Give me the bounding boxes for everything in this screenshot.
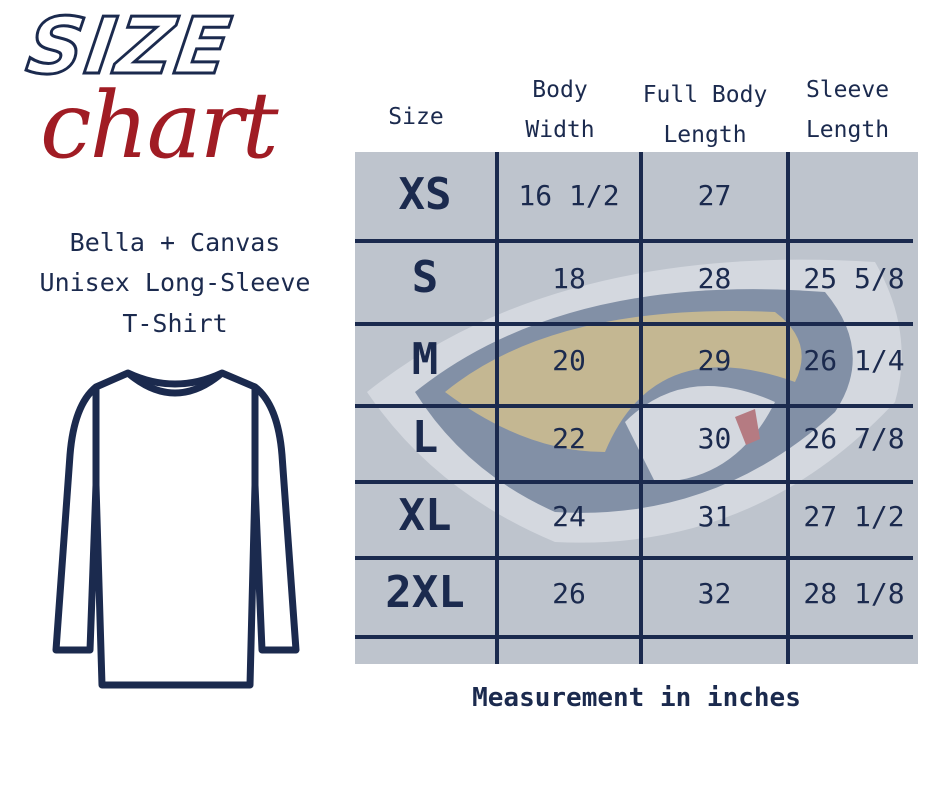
cell-sleeve-length: 26 7/8 [803, 422, 905, 455]
cell-size: S [411, 252, 439, 303]
row-divider [355, 239, 913, 243]
cell-body-width: 18 [552, 262, 586, 295]
cell-full-body-length: 29 [697, 344, 732, 377]
header-full-body-length-text: Full Body Length [642, 82, 768, 148]
cell-sleeve-length: 28 1/8 [803, 577, 905, 610]
title-chart: chart [40, 72, 279, 179]
cell-size: XS [398, 169, 452, 220]
header-size: Size [388, 104, 444, 130]
row-divider [355, 322, 913, 326]
cell-size: XL [398, 490, 452, 541]
cell-size: M [411, 334, 439, 385]
product-type: Unisex Long-Sleeve [39, 268, 311, 297]
header-sleeve-length-text: Sleeve Length [805, 77, 890, 143]
cell-sleeve-length: 25 5/8 [803, 262, 905, 295]
row-divider [355, 404, 913, 408]
header-body-width: Body Width [500, 70, 620, 150]
cell-size: 2XL [385, 567, 465, 618]
row-divider [355, 635, 913, 639]
column-divider [786, 152, 790, 664]
header-sleeve-length: Sleeve Length [790, 70, 905, 150]
cell-body-width: 20 [552, 344, 586, 377]
cell-full-body-length: 32 [697, 577, 732, 610]
jaguar-logo-watermark [367, 259, 902, 543]
cell-body-width: 22 [552, 422, 586, 455]
product-brand: Bella + Canvas [69, 228, 281, 257]
cell-full-body-length: 31 [697, 500, 732, 533]
column-divider [639, 152, 643, 664]
cell-full-body-length: 28 [697, 262, 732, 295]
product-name: T-Shirt [122, 309, 228, 338]
cell-size: L [411, 412, 439, 463]
size-table: XS 16 1/2 27 S 18 28 25 5/8 M 20 29 26 1/4 L 22 30 26 … [355, 152, 918, 664]
cell-full-body-length: 30 [697, 422, 732, 455]
cell-sleeve-length: 26 1/4 [803, 344, 905, 377]
header-body-width-text: Body Width [525, 77, 595, 143]
cell-body-width: 16 1/2 [518, 179, 620, 212]
cell-body-width: 24 [552, 500, 586, 533]
cell-full-body-length: 27 [697, 179, 732, 212]
header-full-body-length: Full Body Length [630, 75, 780, 155]
cell-sleeve-length: 27 1/2 [803, 500, 905, 533]
long-sleeve-tshirt-icon [52, 369, 300, 689]
measurement-note: Measurement in inches [472, 683, 801, 713]
row-divider [355, 480, 913, 484]
row-divider [355, 556, 913, 560]
column-divider [495, 152, 499, 664]
cell-body-width: 26 [552, 577, 586, 610]
